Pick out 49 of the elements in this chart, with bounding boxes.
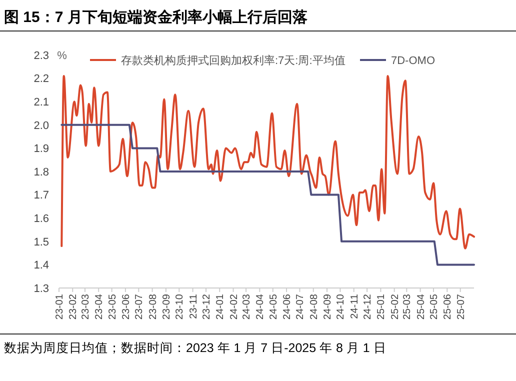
- text: 数据为周度日均值；数据时间：2023 年 1 月 7 日-2025 年 8 月 1 日: [4, 340, 386, 355]
- x-tick-label: 25-01: [376, 294, 388, 320]
- x-tick-label: 23-02: [68, 294, 80, 320]
- x-tick-label: 24-01: [215, 294, 226, 320]
- legend-label: 存款类机构质押式回购加权利率:7天:周:平均值: [121, 54, 346, 67]
- x-tick-label: 23-03: [80, 294, 92, 320]
- x-tick-label: 24-08: [308, 294, 320, 320]
- x-tick-label: 24-02: [228, 294, 240, 320]
- x-tick-label: 23-07: [134, 294, 146, 320]
- x-tick-label: 25-07: [456, 294, 467, 320]
- x-tick-label: 23-01: [54, 294, 66, 320]
- legend-label: 7D-OMO: [391, 54, 436, 67]
- x-tick-label: 23-10: [174, 294, 186, 320]
- x-tick-label: 24-06: [282, 294, 294, 320]
- x-tick-label: 23-09: [161, 294, 172, 320]
- line-series: [60, 74, 475, 250]
- y-tick-label: 1.5: [34, 236, 49, 248]
- y-tick-label: 2.3: [34, 50, 49, 62]
- x-tick-label: 23-11: [188, 294, 200, 319]
- y-tick-label: 2.0: [34, 120, 49, 132]
- x-tick-label: 23-05: [107, 294, 118, 320]
- y-tick-label: 2.2: [34, 73, 49, 86]
- x-tick-label: 25-02: [390, 294, 401, 320]
- x-tick-label: 25-03: [402, 294, 414, 320]
- x-tick-label: 24-12: [362, 294, 374, 320]
- x-tick-label: 23-04: [94, 294, 106, 320]
- x-tick-label: 24-09: [322, 294, 334, 320]
- x-tick-label: 25-04: [416, 294, 427, 320]
- y-tick-label: 1.4: [34, 260, 49, 272]
- x-tick-label: 24-03: [242, 294, 253, 320]
- x-tick-label: 25-06: [442, 294, 454, 320]
- y-tick-label: 1.3: [34, 282, 49, 295]
- y-tick-label: 1.7: [34, 190, 49, 202]
- y-tick-label: 1.6: [34, 212, 49, 225]
- x-tick-label: 24-11: [349, 294, 360, 319]
- y-tick-label: 2.1: [34, 96, 49, 108]
- y-tick-label: 1.8: [34, 166, 49, 178]
- x-tick-label: 23-08: [148, 294, 159, 320]
- x-tick-label: 24-10: [336, 294, 347, 320]
- y-tick-label: 1.9: [34, 143, 49, 156]
- x-tick-label: 23-12: [201, 294, 212, 320]
- x-tick-label: 24-05: [268, 294, 280, 320]
- line-series: [60, 124, 475, 266]
- x-tick-label: 23-06: [120, 294, 132, 320]
- x-tick-label: 24-07: [295, 294, 306, 320]
- y-axis-title: %: [57, 50, 68, 62]
- chart-title: 图 15：7 月下旬短端资金利率小幅上行后回落: [4, 8, 308, 26]
- x-tick-label: 24-04: [255, 294, 266, 320]
- x-tick-label: 25-05: [429, 294, 440, 320]
